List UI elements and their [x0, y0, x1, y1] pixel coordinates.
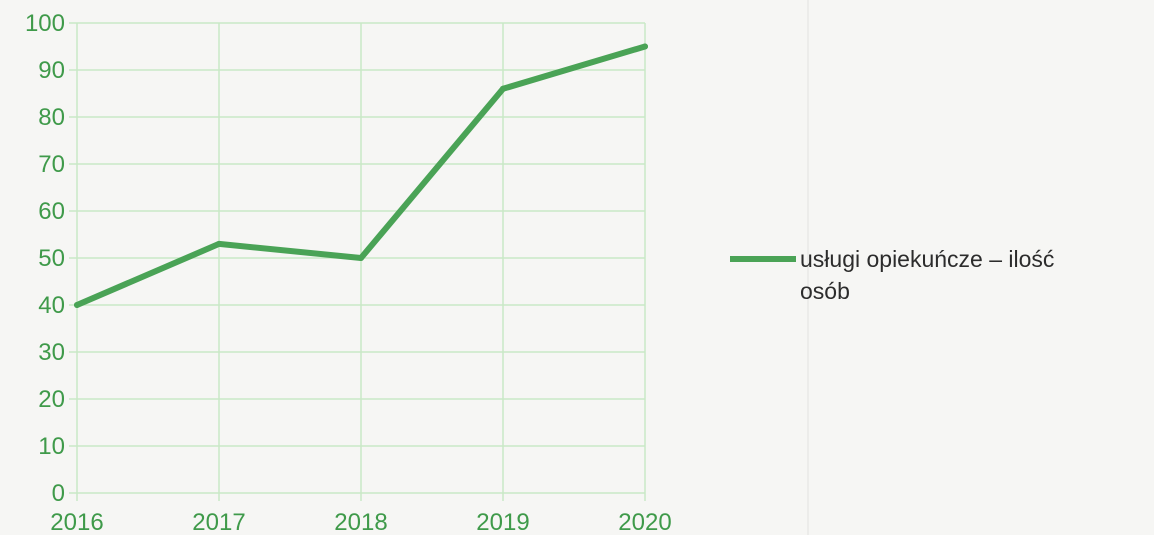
x-tick-label: 2016: [50, 509, 103, 535]
x-axis-tick-labels: 2016 2017 2018 2019 2020: [50, 509, 671, 535]
y-tick-label: 60: [38, 198, 65, 225]
y-tick-label: 0: [52, 480, 65, 507]
x-tick-label: 2019: [476, 509, 529, 535]
data-point: [358, 255, 364, 261]
y-axis-tick-labels: 0 10 20 30 40 50 60 70 80 90 100: [25, 10, 65, 507]
y-tick-label: 50: [38, 245, 65, 272]
data-point: [74, 302, 80, 308]
y-tick-label: 100: [25, 10, 65, 37]
y-tick-label: 90: [38, 57, 65, 84]
legend-label-line1: usługi opiekuńcze – ilość: [800, 246, 1054, 272]
data-point: [642, 43, 648, 50]
x-tick-label: 2018: [334, 509, 387, 535]
y-tick-label: 80: [38, 104, 65, 131]
y-tick-label: 20: [38, 386, 65, 413]
y-tick-label: 30: [38, 339, 65, 366]
series-layer: [74, 43, 648, 308]
y-tick-label: 40: [38, 292, 65, 319]
y-tick-label: 70: [38, 151, 65, 178]
data-point: [500, 85, 506, 92]
legend-label-line2: osób: [800, 278, 850, 304]
grid: [69, 22, 646, 501]
data-point: [216, 240, 222, 247]
y-tick-label: 10: [38, 433, 65, 460]
x-tick-label: 2017: [192, 509, 245, 535]
x-tick-label: 2020: [618, 509, 671, 535]
legend: usługi opiekuńcze – ilość osób: [730, 246, 1054, 304]
